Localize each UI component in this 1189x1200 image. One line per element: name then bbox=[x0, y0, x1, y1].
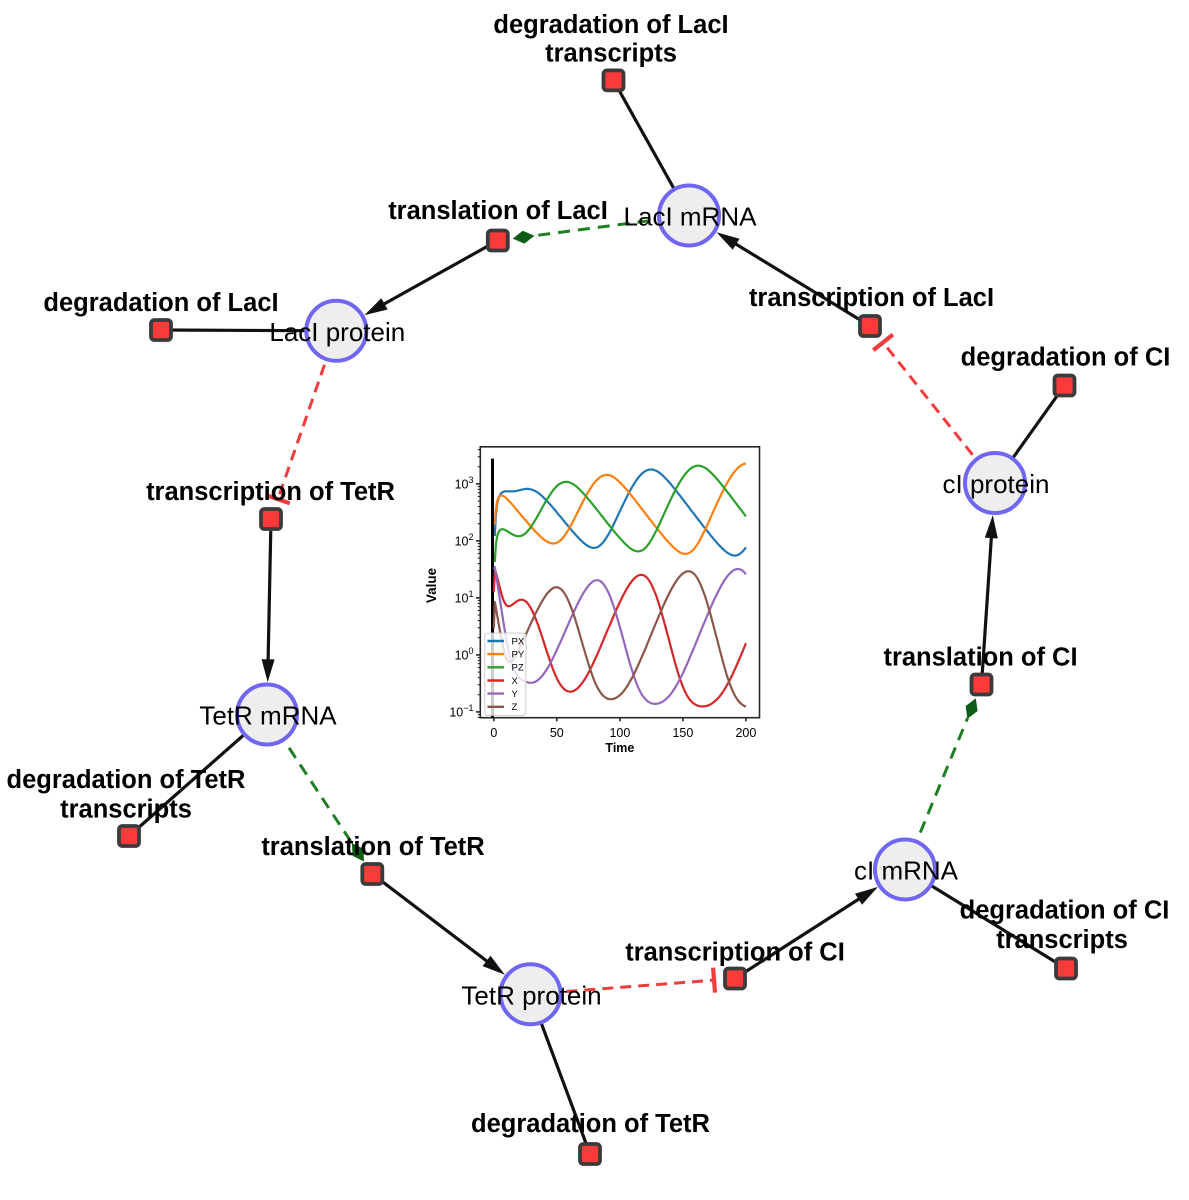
svg-text:cI mRNA: cI mRNA bbox=[854, 856, 959, 886]
svg-text:transcripts: transcripts bbox=[60, 796, 192, 824]
svg-text:degradation of TetR: degradation of TetR bbox=[471, 1110, 710, 1138]
svg-text:X: X bbox=[512, 676, 519, 687]
svg-text:PX: PX bbox=[512, 636, 525, 647]
svg-text:transcription of TetR: transcription of TetR bbox=[146, 478, 395, 506]
svg-text:transcription of LacI: transcription of LacI bbox=[749, 284, 994, 312]
svg-text:200: 200 bbox=[735, 726, 756, 740]
svg-text:translation of CI: translation of CI bbox=[883, 644, 1077, 672]
svg-text:cI protein: cI protein bbox=[943, 469, 1050, 499]
svg-text:PY: PY bbox=[512, 650, 525, 661]
svg-text:50: 50 bbox=[550, 726, 564, 740]
svg-text:100: 100 bbox=[609, 726, 630, 740]
svg-text:0: 0 bbox=[490, 726, 497, 740]
svg-text:Time: Time bbox=[605, 741, 634, 755]
svg-text:transcription of CI: transcription of CI bbox=[625, 939, 845, 967]
svg-text:degradation of CI: degradation of CI bbox=[961, 344, 1171, 372]
svg-text:LacI protein: LacI protein bbox=[269, 317, 405, 347]
svg-text:150: 150 bbox=[672, 726, 693, 740]
svg-text:degradation of LacI: degradation of LacI bbox=[493, 11, 728, 39]
svg-text:Value: Value bbox=[424, 567, 439, 603]
svg-text:PZ: PZ bbox=[512, 663, 524, 674]
svg-text:translation of TetR: translation of TetR bbox=[261, 833, 484, 861]
svg-text:degradation of LacI: degradation of LacI bbox=[43, 289, 278, 317]
svg-text:TetR protein: TetR protein bbox=[461, 980, 601, 1010]
svg-text:Y: Y bbox=[512, 689, 519, 700]
svg-text:degradation of TetR: degradation of TetR bbox=[7, 766, 246, 794]
svg-text:degradation of CI: degradation of CI bbox=[960, 897, 1170, 925]
svg-text:transcripts: transcripts bbox=[996, 926, 1128, 954]
svg-text:Z: Z bbox=[512, 702, 518, 713]
svg-text:LacI mRNA: LacI mRNA bbox=[624, 202, 758, 232]
svg-text:transcripts: transcripts bbox=[545, 40, 677, 68]
svg-text:translation of LacI: translation of LacI bbox=[388, 197, 608, 225]
svg-text:TetR mRNA: TetR mRNA bbox=[199, 701, 337, 731]
